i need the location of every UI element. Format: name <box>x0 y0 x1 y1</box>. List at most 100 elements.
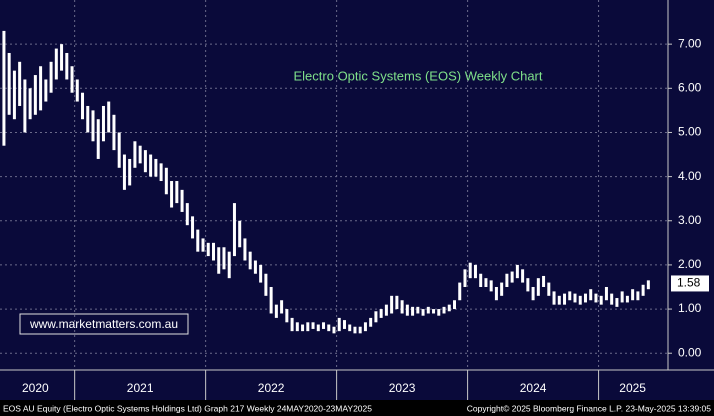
x-tick-label: 2022 <box>258 381 285 395</box>
price-bar <box>201 238 205 252</box>
price-bar <box>374 311 378 323</box>
price-bar <box>290 317 294 332</box>
price-bar <box>75 79 79 102</box>
price-bar <box>379 309 383 318</box>
price-bar <box>175 181 179 204</box>
price-bar <box>416 306 420 314</box>
price-bar <box>206 242 210 257</box>
price-bar <box>164 167 168 195</box>
price-bar <box>363 322 367 332</box>
price-bar <box>636 291 640 301</box>
price-bar <box>211 242 215 261</box>
price-bar <box>641 284 645 296</box>
price-bar <box>400 300 404 314</box>
price-bar <box>259 264 263 283</box>
price-bar <box>311 322 315 329</box>
price-bar <box>238 220 242 248</box>
price-bar <box>342 320 346 329</box>
price-bar <box>306 322 310 332</box>
price-bar <box>583 293 587 303</box>
price-bar <box>285 309 289 323</box>
price-bar <box>122 154 126 190</box>
price-bar <box>369 317 373 327</box>
price-bar <box>384 304 388 316</box>
price-bar <box>128 158 132 186</box>
price-bar <box>227 251 231 279</box>
price-bar <box>149 154 153 177</box>
price-bar <box>463 269 467 287</box>
price-bar <box>248 251 252 270</box>
x-tick-label: 2020 <box>22 381 49 395</box>
price-bar <box>23 79 27 133</box>
price-bar <box>269 286 273 314</box>
price-bar <box>646 280 650 290</box>
price-bar <box>49 61 53 93</box>
y-tick-label: 7.00 <box>678 36 702 50</box>
price-bar <box>390 295 394 314</box>
price-bar <box>217 247 221 274</box>
price-bar <box>442 306 446 314</box>
price-bar <box>604 286 608 301</box>
price-bar <box>143 150 147 173</box>
price-bar <box>353 326 357 334</box>
price-bar <box>542 275 546 287</box>
y-tick-label: 4.00 <box>678 169 702 183</box>
price-bar <box>107 101 111 133</box>
footer-left: EOS AU Equity (Electro Optic Systems Hol… <box>3 403 372 413</box>
price-bar <box>589 289 593 301</box>
price-bar <box>557 295 561 305</box>
price-bar <box>405 304 409 316</box>
price-bar <box>2 30 6 146</box>
price-bar <box>91 110 95 142</box>
price-bar <box>159 163 163 182</box>
price-bar <box>568 291 572 301</box>
price-bar <box>133 141 137 168</box>
price-bar <box>243 238 247 261</box>
price-bar <box>453 300 457 310</box>
price-bar <box>86 105 90 133</box>
price-bar <box>348 324 352 332</box>
price-bar <box>531 286 535 301</box>
y-tick-label: 1.00 <box>678 301 702 315</box>
price-bar <box>631 289 635 301</box>
price-bar <box>536 278 540 296</box>
price-bar <box>253 260 257 274</box>
price-bar <box>332 326 336 334</box>
footer-right: Copyright© 2025 Bloomberg Finance L.P. 2… <box>467 403 712 413</box>
price-bar <box>232 203 236 257</box>
x-tick-label: 2025 <box>619 381 646 395</box>
price-bar <box>479 273 483 287</box>
price-bar <box>484 278 488 287</box>
price-bar <box>620 291 624 303</box>
y-tick-label: 0.00 <box>678 345 702 359</box>
y-tick-label: 2.00 <box>678 257 702 271</box>
price-bar <box>7 52 11 115</box>
price-bar <box>510 271 514 283</box>
price-bar <box>60 44 64 71</box>
price-bar <box>437 309 441 316</box>
price-bar <box>274 304 278 318</box>
price-bar <box>505 273 509 287</box>
price-bar <box>599 295 603 305</box>
price-bar <box>578 295 582 305</box>
price-bar <box>500 282 504 296</box>
price-bar <box>295 322 299 332</box>
price-bar <box>264 273 268 296</box>
price-bar <box>39 66 43 111</box>
last-value-label: 1.58 <box>677 276 701 290</box>
price-bar <box>447 304 451 312</box>
price-bar <box>426 306 430 314</box>
price-bar <box>489 280 493 292</box>
footer-band <box>0 400 714 416</box>
price-bar <box>552 291 556 305</box>
price-bar <box>594 293 598 303</box>
price-bar <box>280 300 284 314</box>
chart-title: Electro Optic Systems (EOS) Weekly Chart <box>294 68 543 83</box>
price-bar <box>615 298 619 307</box>
x-tick-label: 2023 <box>389 381 416 395</box>
price-bar <box>101 105 105 142</box>
price-bar <box>185 203 189 226</box>
price-bar <box>515 264 519 279</box>
